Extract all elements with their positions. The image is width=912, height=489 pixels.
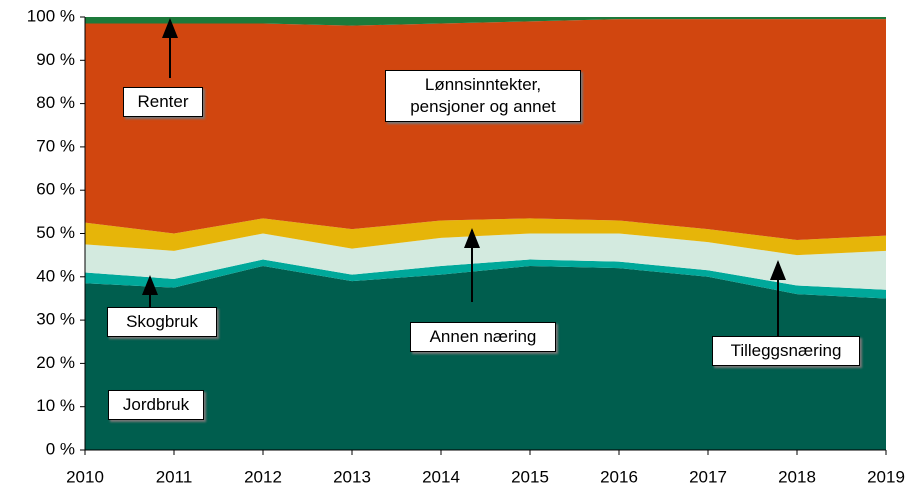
y-tick-label: 80 % bbox=[36, 93, 75, 112]
x-tick-label: 2013 bbox=[333, 467, 371, 486]
y-tick-label: 40 % bbox=[36, 266, 75, 285]
series-label: Tilleggsnæring bbox=[712, 336, 860, 366]
area bbox=[85, 19, 886, 240]
y-tick-label: 0 % bbox=[46, 439, 75, 458]
x-tick-label: 2019 bbox=[867, 467, 905, 486]
series-label: Skogbruk bbox=[107, 307, 217, 337]
x-tick-label: 2014 bbox=[422, 467, 460, 486]
area bbox=[85, 265, 886, 450]
area bbox=[85, 218, 886, 256]
area bbox=[85, 259, 886, 299]
area bbox=[85, 17, 886, 26]
x-tick-label: 2010 bbox=[66, 467, 104, 486]
y-tick-label: 20 % bbox=[36, 353, 75, 372]
x-tick-label: 2012 bbox=[244, 467, 282, 486]
x-tick-label: 2011 bbox=[156, 467, 193, 486]
x-tick-label: 2016 bbox=[600, 467, 638, 486]
area bbox=[85, 233, 886, 290]
y-tick-label: 30 % bbox=[36, 310, 75, 329]
y-tick-label: 70 % bbox=[36, 136, 75, 155]
y-tick-label: 90 % bbox=[36, 50, 75, 69]
y-tick-label: 100 % bbox=[27, 6, 75, 25]
y-tick-label: 10 % bbox=[36, 396, 75, 415]
y-tick-label: 60 % bbox=[36, 180, 75, 199]
x-tick-label: 2018 bbox=[778, 467, 816, 486]
series-label: Annen næring bbox=[410, 322, 556, 352]
y-tick-label: 50 % bbox=[36, 223, 75, 242]
x-tick-label: 2017 bbox=[689, 467, 727, 486]
series-label: Lønnsinntekter, pensjoner og annet bbox=[385, 70, 581, 122]
series-label: Renter bbox=[123, 87, 203, 117]
x-tick-label: 2015 bbox=[511, 467, 549, 486]
series-label: Jordbruk bbox=[108, 390, 204, 420]
